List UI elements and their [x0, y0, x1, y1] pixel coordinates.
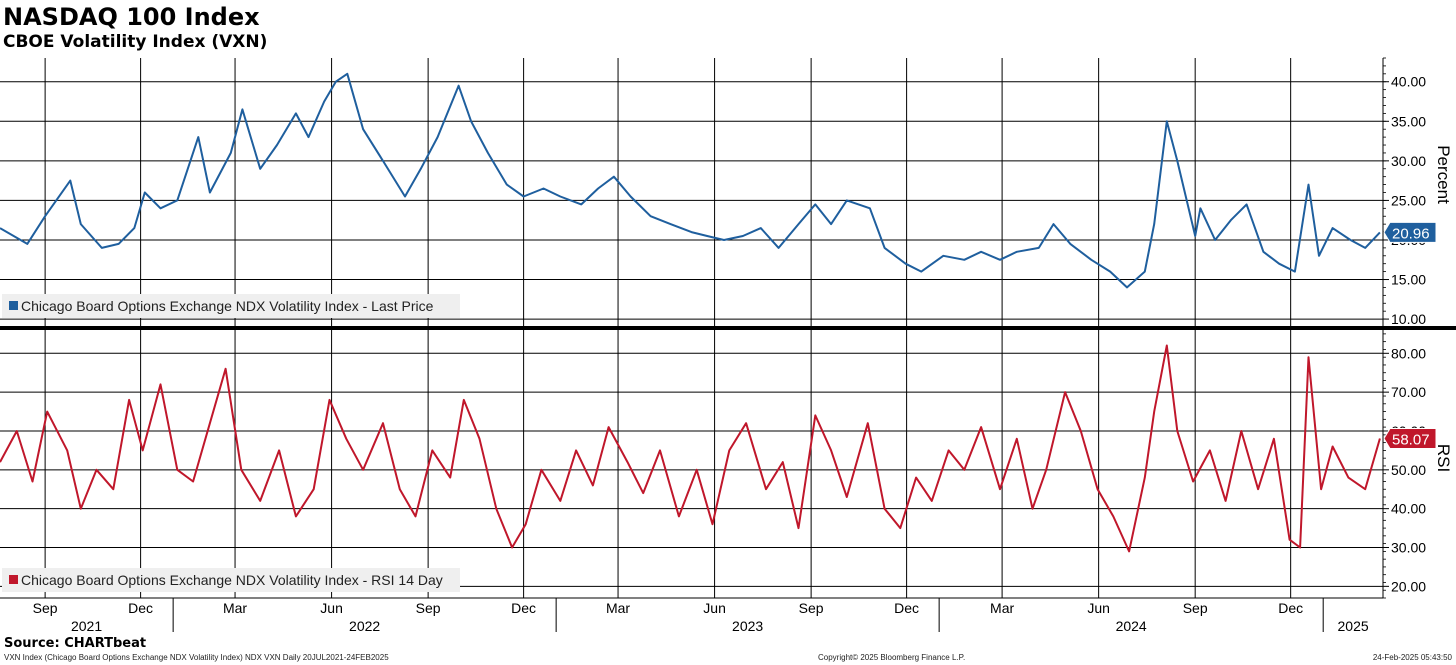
- y-tick-label: 30.00: [1391, 540, 1426, 556]
- source-note: Source: CHARTbeat: [4, 636, 147, 651]
- price-series-line: [0, 72, 1381, 289]
- x-month-label: Dec: [128, 600, 153, 616]
- price-legend-box: [2, 294, 460, 318]
- rsi-last-value-box: [1383, 427, 1437, 449]
- x-month-label: Mar: [990, 600, 1014, 616]
- y-tick-label: 40.00: [1391, 74, 1426, 90]
- y-tick-label: 20.00: [1391, 578, 1426, 594]
- x-year-label: 2025: [1338, 618, 1369, 634]
- price-legend-swatch: [9, 301, 18, 310]
- x-month-label: Jun: [703, 600, 726, 616]
- y-tick-label: 15.00: [1391, 272, 1426, 288]
- y-tick-label: 70.00: [1391, 384, 1426, 400]
- chart-subtitle: CBOE Volatility Index (VXN): [3, 32, 268, 52]
- x-month-label: Dec: [511, 600, 536, 616]
- x-year-label: 2023: [732, 618, 763, 634]
- chart-title: NASDAQ 100 Index: [3, 3, 260, 31]
- price-axis-title: Percent: [1434, 145, 1453, 204]
- x-month-label: Sep: [799, 600, 824, 616]
- x-year-label: 2024: [1116, 618, 1147, 634]
- x-month-label: Jun: [1087, 600, 1110, 616]
- x-month-label: Sep: [416, 600, 441, 616]
- price-legend-label: Chicago Board Options Exchange NDX Volat…: [21, 298, 434, 314]
- rsi-legend-label: Chicago Board Options Exchange NDX Volat…: [21, 572, 443, 588]
- y-tick-label: 35.00: [1391, 113, 1426, 129]
- footer-copyright: Copyright© 2025 Bloomberg Finance L.P.: [818, 653, 966, 662]
- y-tick-label: 50.00: [1391, 462, 1426, 478]
- footer-ticker-info: VXN Index (Chicago Board Options Exchang…: [4, 653, 389, 662]
- y-tick-label: 40.00: [1391, 501, 1426, 517]
- y-tick-label: 80.00: [1391, 345, 1426, 361]
- price-last-value-label: 20.96: [1392, 225, 1430, 242]
- x-month-label: Sep: [1183, 600, 1208, 616]
- x-month-label: Mar: [606, 600, 630, 616]
- rsi-legend-swatch: [9, 575, 18, 584]
- y-tick-label: 25.00: [1391, 192, 1426, 208]
- rsi-last-value-label: 58.07: [1392, 431, 1430, 448]
- panel-separator: [0, 326, 1456, 330]
- rsi-legend-box: [2, 568, 460, 592]
- x-month-label: Sep: [33, 600, 58, 616]
- y-tick-label: 30.00: [1391, 153, 1426, 169]
- y-tick-label: 10.00: [1391, 311, 1426, 327]
- price-last-value-box: [1383, 221, 1437, 243]
- footer-timestamp: 24-Feb-2025 05:43:50: [1372, 653, 1452, 662]
- rsi-axis-title: RSI: [1434, 444, 1453, 472]
- x-month-label: Mar: [223, 600, 247, 616]
- rsi-series-line: [0, 344, 1381, 553]
- x-month-label: Jun: [320, 600, 343, 616]
- x-month-label: Dec: [1278, 600, 1303, 616]
- x-month-label: Dec: [894, 600, 919, 616]
- x-year-label: 2022: [349, 618, 380, 634]
- x-year-label: 2021: [71, 618, 102, 634]
